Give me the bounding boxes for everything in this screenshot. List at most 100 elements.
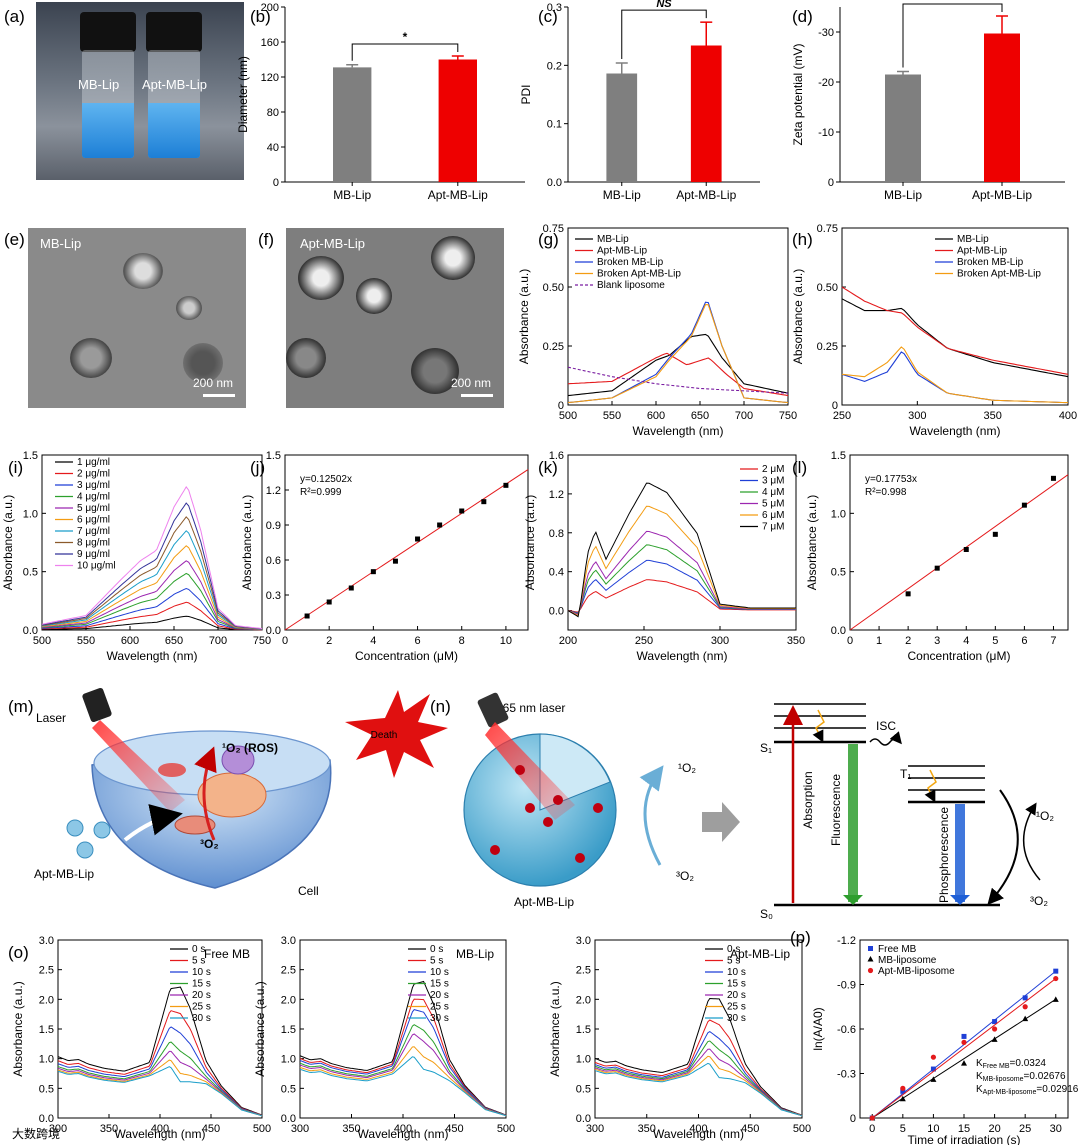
fluorescence-arrowhead [843, 895, 863, 905]
x-tick-label: 6 [1021, 635, 1027, 647]
y-tick-label: -1.2 [837, 935, 856, 947]
y-tick-label: 0 [832, 400, 838, 412]
legend-entry: 1 μg/ml [77, 457, 110, 468]
legend-entry: MB-Lip [597, 234, 629, 245]
vial-glass [148, 50, 200, 158]
data-point [1022, 995, 1028, 1001]
vial-photo: MB-Lip Apt-MB-Lip [36, 2, 244, 180]
x-axis-label: Wavelength (nm) [653, 1127, 744, 1141]
legend-entry: 6 μM [762, 510, 784, 521]
y-tick-label: 0.75 [817, 223, 838, 235]
x-axis-label: Wavelength (nm) [107, 649, 198, 663]
k-symbol: K [976, 1084, 983, 1095]
panel-label: (b) [250, 7, 271, 26]
legend-entry: 30 s [727, 1013, 746, 1024]
y-tick-label: 2.5 [576, 965, 591, 977]
x-tick-label: 350 [983, 410, 1001, 422]
legend-entry: 2 μg/ml [77, 469, 110, 480]
fit-line [871, 978, 1057, 1119]
laser-beam [92, 720, 185, 812]
y-tick-label: 1.5 [39, 1024, 54, 1036]
data-point [459, 508, 465, 514]
bar [885, 74, 921, 182]
panel-label: (p) [790, 928, 811, 947]
series-line [41, 560, 263, 630]
plot-frame [594, 939, 803, 1119]
process-arrow [702, 802, 740, 842]
k-symbol: K [976, 1058, 983, 1069]
vesicle [356, 278, 392, 314]
panel-label: (h) [792, 230, 813, 249]
k-value: =0.02916 [1036, 1084, 1078, 1095]
data-point [905, 591, 911, 597]
absorption-label: Absorption [801, 771, 815, 828]
y-axis-label: Zeta potential (mV) [791, 43, 805, 145]
fluorescence-arrow [848, 744, 858, 902]
y-tick-label: 1.5 [266, 450, 281, 462]
blue-liquid [148, 103, 200, 158]
tem-image-mb-lip: MB-Lip 200 nm [28, 228, 246, 408]
ros-label: ¹O₂ (ROS) [222, 741, 278, 755]
rate-constant-label: KApt-MB-liposome=0.02916 [976, 1084, 1079, 1096]
x-tick-label: 350 [638, 1123, 656, 1135]
y-tick-label: 0.5 [576, 1083, 591, 1095]
legend-entry: MB-liposome [878, 955, 937, 966]
series-line [41, 502, 263, 630]
isc-arrow [869, 731, 902, 746]
series-line [594, 1062, 803, 1117]
apt-mb-lip-label: Apt-MB-Lip [514, 895, 574, 909]
series-line [57, 1041, 263, 1116]
y-tick-label: 40 [267, 142, 279, 154]
series-line [594, 1019, 803, 1116]
y-tick-label: 0.0 [547, 177, 562, 189]
x-tick-label: 700 [209, 635, 227, 647]
k-symbol: K [976, 1071, 983, 1082]
x-tick-label: 650 [691, 410, 709, 422]
y-tick-label: 0.0 [23, 625, 38, 637]
series-line [567, 304, 789, 404]
legend-entry: 30 s [430, 1013, 449, 1024]
photo-label-mb-lip: MB-Lip [78, 77, 120, 92]
series-line [41, 572, 263, 630]
legend-entry: 10 s [430, 967, 449, 978]
legend-entry: Apt-MB-Lip [957, 246, 1007, 257]
y-tick-label: 0.25 [543, 341, 564, 353]
y-axis-label: Absorbance (a.u.) [253, 981, 267, 1076]
legend-marker [867, 956, 874, 962]
series-line [299, 1046, 507, 1117]
energy-transfer-arrow [987, 789, 1019, 906]
y-tick-label: 0 [273, 177, 279, 189]
x-tick-label: 2 [326, 635, 332, 647]
category-label: MB-Lip [333, 188, 371, 202]
legend-entry: 15 s [430, 979, 449, 990]
y-tick-label: 1.6 [549, 450, 564, 462]
x-tick-label: 0 [847, 635, 853, 647]
y-tick-label: 0.0 [266, 625, 281, 637]
data-point [961, 1039, 967, 1045]
x-tick-label: 450 [741, 1123, 759, 1135]
vesicle [286, 338, 326, 378]
relaxation-wave [924, 769, 937, 803]
significance-mark: NS [656, 0, 672, 10]
y-axis-label: Diameter (nm) [236, 56, 250, 133]
panel-label: (f) [258, 230, 274, 249]
x-tick-label: 550 [603, 410, 621, 422]
panel-label: (n) [430, 697, 451, 716]
fit-equation: y=0.17753x [865, 474, 917, 485]
data-point [869, 1115, 875, 1121]
plot-frame [57, 939, 263, 1119]
y-tick-label: 0.5 [23, 567, 38, 579]
y-tick-label: 0 [828, 177, 834, 189]
vesicle [411, 348, 459, 394]
panel-label: (k) [538, 458, 558, 477]
data-point [1052, 996, 1059, 1002]
x-tick-label: 4 [370, 635, 376, 647]
y-tick-label: 0 [558, 400, 564, 412]
legend-entry: MB-Lip [957, 234, 989, 245]
significance-mark: * [950, 0, 955, 4]
category-label: Apt-MB-Lip [428, 188, 488, 202]
y-axis-label: Absorbance (a.u.) [240, 495, 254, 590]
x-tick-label: 400 [151, 1123, 169, 1135]
k-subscript: MB-liposome [983, 1076, 1024, 1083]
death-label: Death [371, 730, 398, 741]
